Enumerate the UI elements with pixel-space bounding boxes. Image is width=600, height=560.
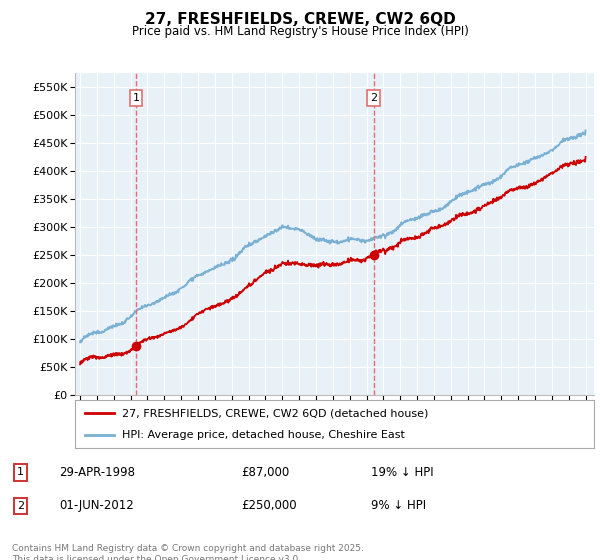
Text: 2: 2 xyxy=(370,93,377,103)
Text: 01-JUN-2012: 01-JUN-2012 xyxy=(59,500,134,512)
Text: 19% ↓ HPI: 19% ↓ HPI xyxy=(371,466,433,479)
Text: 27, FRESHFIELDS, CREWE, CW2 6QD (detached house): 27, FRESHFIELDS, CREWE, CW2 6QD (detache… xyxy=(122,408,428,418)
Text: 1: 1 xyxy=(133,93,140,103)
Text: £250,000: £250,000 xyxy=(241,500,297,512)
Text: Contains HM Land Registry data © Crown copyright and database right 2025.
This d: Contains HM Land Registry data © Crown c… xyxy=(12,544,364,560)
Text: 1: 1 xyxy=(17,468,24,478)
Text: 9% ↓ HPI: 9% ↓ HPI xyxy=(371,500,425,512)
Text: HPI: Average price, detached house, Cheshire East: HPI: Average price, detached house, Ches… xyxy=(122,430,404,440)
Text: 29-APR-1998: 29-APR-1998 xyxy=(59,466,135,479)
Text: Price paid vs. HM Land Registry's House Price Index (HPI): Price paid vs. HM Land Registry's House … xyxy=(131,25,469,38)
Text: £87,000: £87,000 xyxy=(241,466,289,479)
Text: 2: 2 xyxy=(17,501,24,511)
Text: 27, FRESHFIELDS, CREWE, CW2 6QD: 27, FRESHFIELDS, CREWE, CW2 6QD xyxy=(145,12,455,27)
